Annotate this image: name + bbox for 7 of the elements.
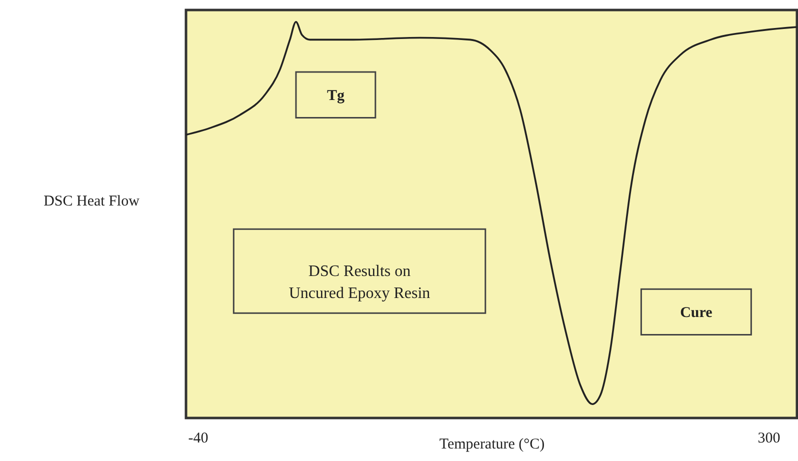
y-axis-title: DSC Heat Flow	[44, 194, 140, 210]
annotation: DSC Results on Uncured Epoxy Resin	[288, 263, 430, 302]
annotation: Tg	[326, 88, 345, 104]
annotation: Cure	[680, 304, 713, 321]
x-axis-title: Temperature (°C)	[439, 436, 545, 452]
x-tick-label: 300	[758, 430, 780, 446]
x-tick-label: -40	[188, 430, 208, 446]
